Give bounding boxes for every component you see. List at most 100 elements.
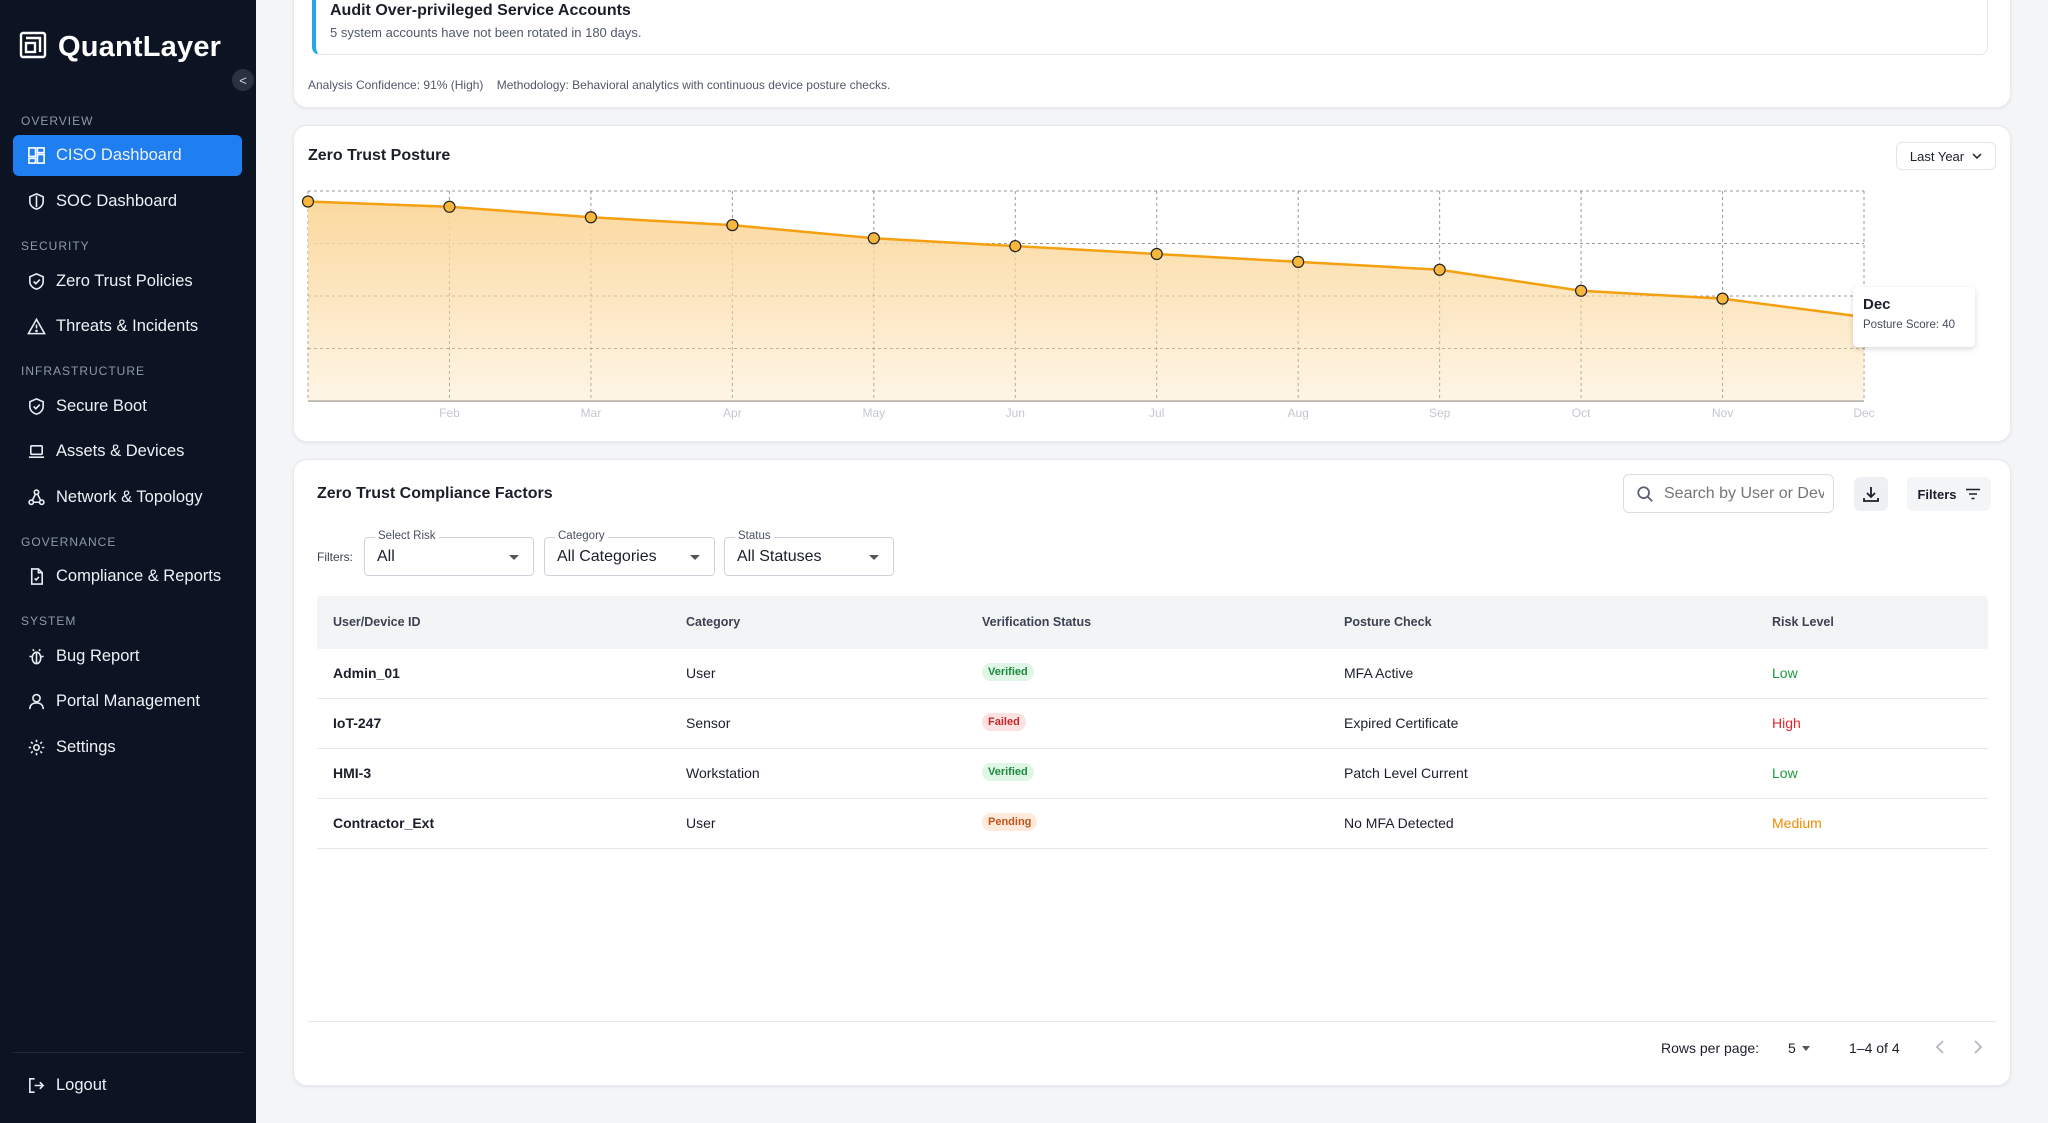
column-header-id[interactable]: User/Device ID [333,615,421,629]
select-value: All Statuses [737,548,822,565]
data-point [301,195,315,208]
filter-icon [1965,488,1980,500]
status-badge: Failed [982,713,1026,731]
next-page-button[interactable] [1973,1038,1983,1059]
table-row[interactable]: Contractor_Ext User Pending No MFA Detec… [317,799,1988,849]
sidebar-item-label: Compliance & Reports [56,567,222,585]
download-icon [1863,487,1879,502]
filters-button[interactable]: Filters [1907,477,1991,511]
x-tick-label: Oct [1572,406,1591,420]
area-fill [308,201,1864,401]
tooltip-value: Posture Score: 40 [1863,319,1956,331]
document-icon [30,568,44,585]
sidebar-item-ciso-dashboard[interactable]: CISO Dashboard [13,135,242,176]
category-select[interactable]: Category All Categories [544,530,715,576]
sidebar-item-label: SOC Dashboard [56,192,178,210]
data-point [1574,284,1588,297]
logout-button[interactable]: Logout [13,1065,242,1106]
logo-icon [18,30,48,65]
pagination-info: 1–4 of 4 [1849,1040,1900,1056]
chevron-down-icon [1972,152,1982,159]
cell-id: IoT-247 [333,715,382,731]
shield-check-icon [29,398,44,415]
logout-label: Logout [56,1076,107,1094]
section-label-security: SECURITY [21,239,90,253]
cell-posture-check: No MFA Detected [1344,815,1454,831]
sidebar-item-settings[interactable]: Settings [13,727,242,768]
status-badge: Pending [982,813,1038,831]
recommendation-description: 5 system accounts have not been rotated … [330,25,642,40]
sidebar-item-secure-boot[interactable]: Secure Boot [13,386,242,427]
cell-category: Sensor [686,715,731,731]
select-value: All Categories [557,548,657,565]
sidebar-item-portal-management[interactable]: Portal Management [13,681,242,722]
rows-per-page-select[interactable]: 5 [1788,1040,1810,1056]
x-tick-label: Sep [1429,406,1451,420]
sidebar: QuantLayer < OVERVIEW CISO Dashboard SOC… [0,0,256,1123]
sidebar-item-compliance-reports[interactable]: Compliance & Reports [13,556,242,597]
column-header-category[interactable]: Category [686,615,741,629]
x-tick-label: Mar [581,406,602,420]
sidebar-item-network-topology[interactable]: Network & Topology [13,477,242,518]
sidebar-item-assets-devices[interactable]: Assets & Devices [13,431,242,472]
time-range-value: Last Year [1909,148,1965,164]
select-label: Status [735,530,774,542]
sidebar-item-label: Zero Trust Policies [56,272,193,290]
cell-category: User [686,815,716,831]
analysis-methodology: Methodology: Behavioral analytics with c… [496,78,891,92]
cell-id: HMI-3 [333,765,372,781]
gear-icon [28,739,45,756]
x-tick-label: May [862,406,885,420]
bug-icon [29,648,44,665]
table-row[interactable]: HMI-3 Workstation Verified Patch Level C… [317,749,1988,799]
sidebar-item-bug-report[interactable]: Bug Report [13,636,242,677]
risk-select[interactable]: Select Risk All [364,530,534,576]
cell-id: Contractor_Ext [333,815,435,831]
column-header-posture-check[interactable]: Posture Check [1344,615,1432,629]
search-box[interactable] [1623,474,1834,513]
laptop-icon [28,444,45,459]
search-icon [1637,485,1653,502]
recommendation-card: Audit Over-privileged Service Accounts 5… [293,0,2011,108]
recommendation-title: Audit Over-privileged Service Accounts [330,2,631,19]
x-tick-label: Dec [1853,406,1874,420]
rows-per-page-value: 5 [1788,1040,1796,1056]
table-row[interactable]: IoT-247 Sensor Failed Expired Certificat… [317,699,1988,749]
table-header: User/Device ID Category Verification Sta… [317,596,1988,649]
data-point [1150,247,1163,261]
sidebar-item-soc-dashboard[interactable]: SOC Dashboard [13,181,242,222]
shield-icon [29,193,44,210]
cell-posture-check: Expired Certificate [1344,715,1459,731]
data-point [584,211,598,224]
brand-name: QuantLayer [58,31,222,63]
dashboard-icon [28,147,45,164]
table-footer-divider [308,1021,1996,1022]
sidebar-item-label: Threats & Incidents [56,317,199,335]
section-label-governance: GOVERNANCE [21,535,117,549]
x-tick-label: Feb [439,406,460,420]
collapse-sidebar-button[interactable]: < [232,69,254,91]
caret-down-icon [690,555,700,560]
download-button[interactable] [1854,477,1888,511]
zero-trust-posture-card: Zero Trust Posture Last Year Feb Mar Apr Ma… [293,125,2011,442]
status-select[interactable]: Status All Statuses [724,530,894,576]
table-title: Zero Trust Compliance Factors [317,485,553,502]
time-range-select[interactable]: Last Year [1896,142,1996,170]
sidebar-item-label: Portal Management [56,692,200,710]
risk-level: Low [1772,665,1798,681]
table-row[interactable]: Admin_01 User Verified MFA Active Low [317,649,1988,699]
sidebar-item-threats-incidents[interactable]: Threats & Incidents [13,306,242,347]
column-header-verification[interactable]: Verification Status [982,615,1092,629]
recommendation-item[interactable]: Audit Over-privileged Service Accounts 5… [312,0,1988,55]
previous-page-button[interactable] [1935,1038,1945,1059]
select-label: Select Risk [375,530,439,542]
brand[interactable]: QuantLayer [18,30,221,65]
sidebar-item-zero-trust-policies[interactable]: Zero Trust Policies [13,261,242,302]
user-icon [29,693,44,710]
chevron-left-icon [1935,1040,1944,1054]
search-input[interactable] [1664,484,1824,503]
column-header-risk[interactable]: Risk Level [1772,615,1834,629]
filters-label: Filters: [317,550,353,564]
status-badge: Verified [982,663,1034,681]
x-tick-label: Jun [1006,406,1025,420]
